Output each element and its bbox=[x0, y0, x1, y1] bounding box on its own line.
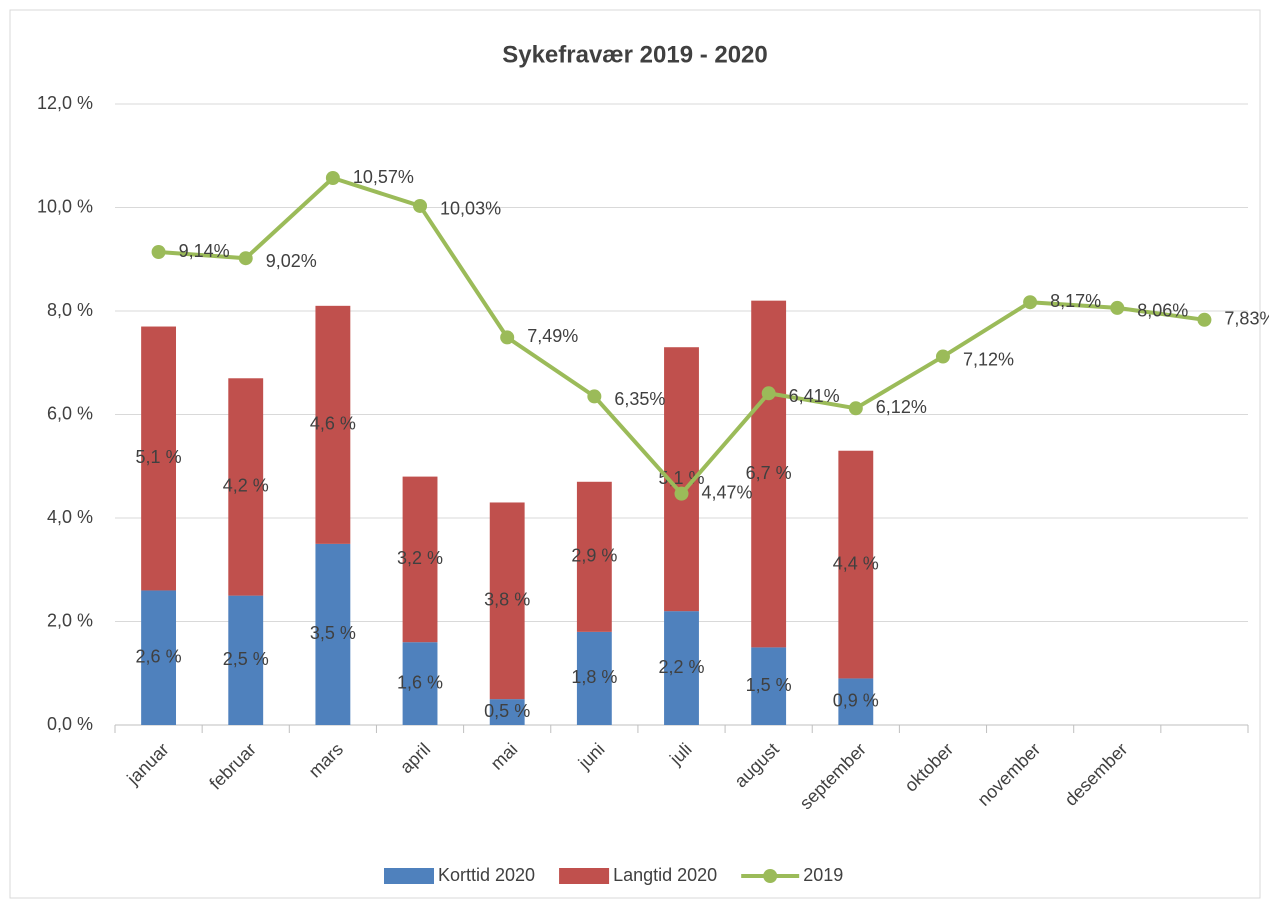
bar bbox=[228, 595, 264, 725]
legend-label: Langtid 2020 bbox=[613, 865, 717, 885]
line-marker bbox=[238, 251, 253, 266]
line-label: 7,12% bbox=[963, 349, 1014, 369]
bar-label: 2,9 % bbox=[571, 546, 617, 566]
y-tick-label: 6,0 % bbox=[47, 403, 93, 423]
line-marker bbox=[587, 389, 602, 404]
line-marker bbox=[325, 171, 340, 186]
legend-label: Korttid 2020 bbox=[438, 865, 535, 885]
line-marker bbox=[151, 245, 166, 260]
line-label: 9,02% bbox=[266, 251, 317, 271]
line-label: 6,35% bbox=[614, 389, 665, 409]
line-label: 10,57% bbox=[353, 167, 414, 187]
bar bbox=[402, 476, 438, 643]
bar bbox=[402, 642, 438, 725]
bar-label: 0,9 % bbox=[833, 690, 879, 710]
bar bbox=[228, 378, 264, 596]
line-marker bbox=[935, 349, 950, 364]
bar-label: 2,2 % bbox=[658, 657, 704, 677]
bar-label: 6,7 % bbox=[746, 463, 792, 483]
legend-swatch bbox=[763, 869, 778, 883]
y-tick-label: 10,0 % bbox=[37, 196, 93, 216]
line-marker bbox=[1197, 312, 1212, 327]
y-tick-label: 8,0 % bbox=[47, 300, 93, 320]
bar-label: 2,6 % bbox=[136, 646, 182, 666]
bar-label: 4,6 % bbox=[310, 414, 356, 434]
bar-label: 1,8 % bbox=[571, 667, 617, 687]
legend-swatch bbox=[559, 868, 610, 884]
line-label: 7,49% bbox=[527, 326, 578, 346]
line-marker bbox=[500, 330, 515, 345]
line-marker bbox=[848, 401, 863, 416]
y-tick-label: 2,0 % bbox=[47, 610, 93, 630]
bar bbox=[489, 502, 525, 700]
chart-frame bbox=[9, 9, 1261, 899]
bar bbox=[751, 300, 787, 648]
bar-label: 1,5 % bbox=[746, 675, 792, 695]
line-label: 8,17% bbox=[1050, 291, 1101, 311]
line-label: 8,06% bbox=[1137, 301, 1188, 321]
bar bbox=[141, 590, 177, 725]
bar bbox=[751, 647, 787, 725]
y-tick-label: 4,0 % bbox=[47, 507, 93, 527]
bar bbox=[576, 481, 612, 632]
bar bbox=[838, 678, 874, 725]
y-tick-label: 12,0 % bbox=[37, 93, 93, 113]
bar-label: 3,5 % bbox=[310, 623, 356, 643]
legend-swatch bbox=[384, 868, 434, 884]
line-marker bbox=[761, 386, 776, 401]
bar-label: 5,1 % bbox=[136, 447, 182, 467]
line-label: 4,47% bbox=[702, 482, 753, 502]
line-label: 6,12% bbox=[876, 397, 927, 417]
line-marker bbox=[674, 486, 689, 501]
bar bbox=[664, 611, 699, 725]
line-marker bbox=[1023, 295, 1038, 310]
bar-label: 2,5 % bbox=[223, 649, 269, 669]
bar bbox=[489, 699, 525, 725]
bar-label: 3,2 % bbox=[397, 548, 443, 568]
line-label: 6,41% bbox=[789, 386, 840, 406]
line-label: 7,83% bbox=[1224, 309, 1269, 329]
line-label: 9,14% bbox=[179, 241, 230, 261]
bar bbox=[141, 326, 177, 591]
bar-label: 4,4 % bbox=[833, 553, 879, 573]
bar bbox=[315, 543, 351, 725]
legend-label: 2019 bbox=[803, 865, 843, 885]
bar-label: 1,6 % bbox=[397, 672, 443, 692]
bar bbox=[576, 631, 612, 725]
line-marker bbox=[1110, 300, 1125, 315]
chart-title: Sykefravær 2019 - 2020 bbox=[502, 41, 768, 68]
line-label: 10,03% bbox=[440, 199, 501, 219]
bar-label: 4,2 % bbox=[223, 476, 269, 496]
bar-label: 3,8 % bbox=[484, 590, 530, 610]
bar bbox=[315, 305, 351, 544]
bar-label: 0,5 % bbox=[484, 701, 530, 721]
line-marker bbox=[413, 198, 428, 213]
bar bbox=[838, 450, 874, 679]
y-tick-label: 0,0 % bbox=[47, 714, 93, 734]
